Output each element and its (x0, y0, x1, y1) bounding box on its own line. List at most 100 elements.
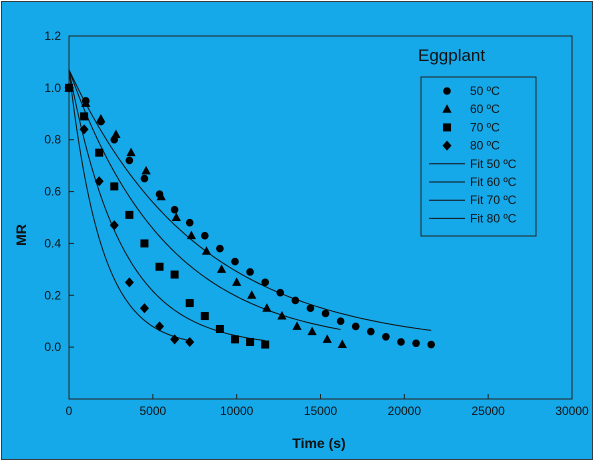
data-point-circle (382, 332, 390, 341)
data-point-circle (306, 304, 315, 313)
x-tick-label: 30000 (555, 404, 589, 418)
fit-curve-3 (68, 69, 266, 342)
data-point-diamond (64, 82, 74, 93)
data-point-square (140, 239, 149, 248)
data-point-square (246, 337, 255, 346)
fit-curve-4 (68, 69, 190, 342)
y-axis-title: MR (13, 224, 29, 246)
data-point-circle (367, 327, 375, 336)
data-point-diamond (124, 277, 134, 288)
legend-box (420, 76, 537, 237)
data-point-triangle (247, 290, 257, 299)
data-point-square (125, 210, 134, 219)
data-point-circle (170, 205, 179, 214)
y-tick-label: 0.8 (44, 133, 61, 147)
data-point-triangle (81, 98, 91, 107)
data-point-triangle (171, 212, 181, 221)
data-point-diamond (185, 336, 195, 347)
data-point-square (200, 312, 209, 321)
data-point-circle (336, 317, 345, 326)
data-point-circle (321, 309, 330, 318)
data-point-triangle (262, 303, 272, 312)
y-tick-label: 0.4 (44, 236, 61, 250)
data-point-square (80, 112, 89, 121)
x-axis-ticks: 0 5000 10000 15000 20000 25000 30000 (66, 394, 589, 418)
legend-label: Fit 50 ºC (470, 157, 517, 171)
data-point-circle (261, 278, 269, 287)
legend-marker-square (443, 123, 451, 132)
x-tick-label: 0 (66, 404, 73, 418)
y-tick-label: 0.2 (44, 288, 61, 302)
data-point-triangle (186, 230, 196, 240)
data-point-triangle (292, 321, 302, 330)
data-point-circle (231, 257, 239, 266)
data-point-triangle (216, 264, 227, 273)
data-point-triangle (111, 129, 121, 139)
legend-label: 60 ºC (470, 102, 500, 116)
data-point-diamond (155, 321, 165, 332)
data-point-circle (125, 156, 134, 165)
data-point-circle (427, 340, 435, 349)
data-point-triangle (277, 311, 287, 320)
legend-label: Fit 70 ºC (470, 193, 517, 207)
data-point-circle (291, 296, 300, 305)
x-tick-label: 25000 (471, 404, 505, 418)
data-point-triangle (141, 165, 151, 175)
data-point-circle (351, 322, 360, 331)
x-tick-label: 10000 (220, 404, 254, 418)
data-point-square (110, 182, 119, 191)
legend-marker-triangle (442, 104, 452, 113)
data-point-triangle (322, 334, 332, 343)
legend-label: Fit 80 ºC (470, 211, 517, 225)
data-point-circle (185, 218, 194, 227)
fit-curve-2 (68, 69, 341, 330)
data-point-diamond (94, 176, 104, 187)
data-point-triangle (201, 246, 212, 255)
data-point-square (261, 340, 270, 349)
data-point-circle (246, 268, 254, 276)
data-point-square (155, 262, 164, 271)
data-point-circle (412, 339, 420, 348)
legend-label: Fit 60 ºC (470, 175, 517, 189)
data-point-square (185, 299, 194, 308)
data-point-diamond (170, 334, 180, 345)
fit-lines (68, 69, 432, 342)
data-point-square (215, 324, 224, 333)
data-point-triangle (337, 339, 347, 349)
data-point-circle (276, 288, 285, 297)
data-point-circle (201, 231, 209, 240)
data-point-triangle (156, 191, 166, 201)
y-tick-label: 0.0 (44, 340, 61, 354)
x-tick-label: 5000 (139, 404, 166, 418)
y-tick-label: 1.2 (44, 29, 61, 43)
data-point-square (230, 335, 239, 344)
data-point-diamond (79, 124, 89, 135)
y-tick-label: 1.0 (44, 81, 61, 95)
data-point-triangle (96, 113, 106, 123)
x-tick-label: 20000 (388, 404, 422, 418)
fit-curve-1 (68, 69, 432, 331)
data-point-triangle (307, 326, 317, 336)
data-point-square (170, 270, 179, 279)
data-point-square (95, 148, 104, 157)
legend-label: 80 ºC (470, 139, 500, 153)
x-tick-label: 15000 (304, 404, 338, 418)
data-markers (64, 82, 435, 349)
legend-label: 70 ºC (470, 120, 500, 134)
legend-marker-diamond (442, 140, 452, 151)
y-axis-ticks: 0.0 0.2 0.4 0.6 0.8 1.0 1.2 (44, 29, 74, 354)
legend: 50 ºC 60 ºC 70 ºC 80 ºC Fit 50 ºC Fit 60 ºC Fi… (420, 76, 537, 237)
data-point-triangle (126, 147, 136, 157)
x-axis-title: Time (s) (292, 435, 345, 451)
data-point-circle (140, 174, 149, 183)
legend-label: 50 ºC (470, 84, 500, 98)
data-point-circle (216, 244, 224, 253)
data-point-diamond (139, 303, 149, 314)
chart-title: Eggplant (418, 46, 485, 65)
data-point-triangle (232, 277, 242, 286)
y-tick-label: 0.6 (44, 185, 61, 199)
data-point-circle (397, 338, 405, 346)
legend-marker-circle (443, 87, 451, 95)
